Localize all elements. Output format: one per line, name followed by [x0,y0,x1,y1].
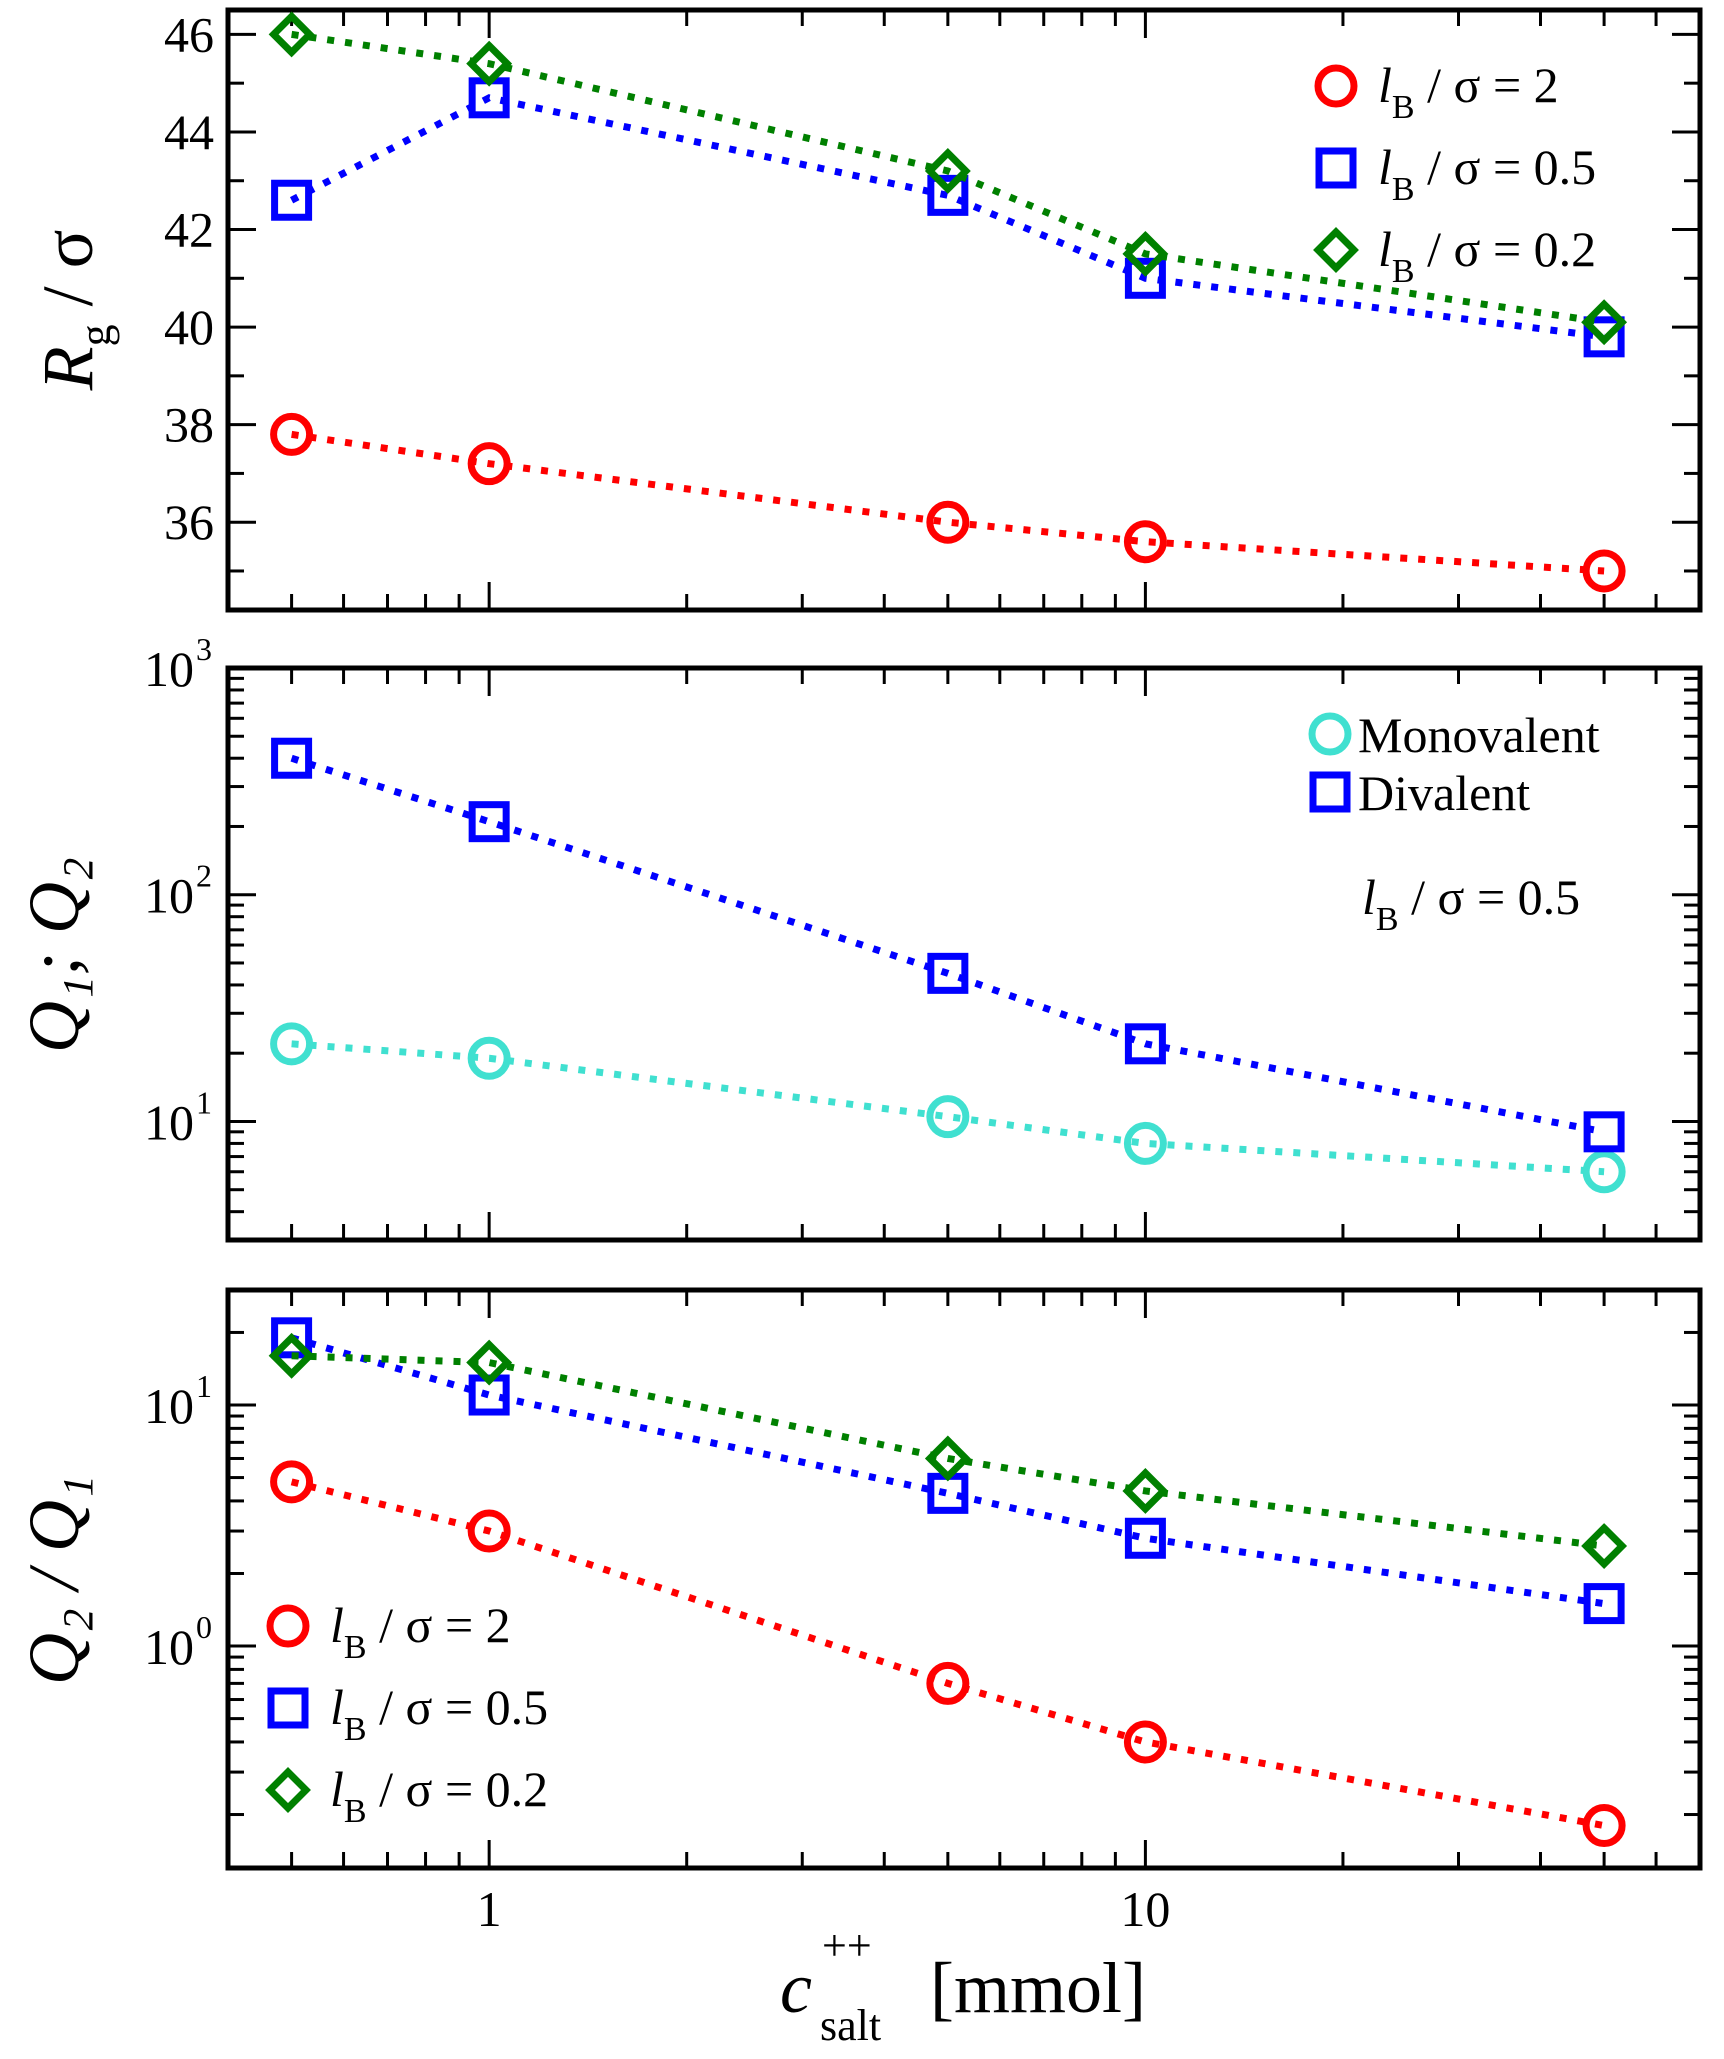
data-point [924,1435,971,1482]
data-point [271,179,313,221]
data-point [268,1332,315,1379]
data-point [1583,1111,1625,1153]
y-tick-label: 36 [164,494,214,550]
legend-marker [1308,712,1352,756]
y-tick-label: 40 [164,299,214,355]
y-tick-label: 10 [144,641,194,697]
x-axis-label-superscript: ++ [822,1921,872,1970]
y-tick-label: 42 [164,202,214,258]
legend-label: lB / σ = 0.5 [330,1679,548,1748]
data-point [468,801,510,843]
plot-frame [225,665,1703,1243]
series-line-1 [290,754,1605,1136]
legend-label: lB / σ = 2 [1378,57,1559,126]
legend-marker [267,1687,309,1729]
y-tick-exponent: 0 [196,1609,212,1645]
data-point [1583,316,1625,358]
x-axis-label-subscript: salt [820,2001,881,2050]
y-tick-label: 44 [164,104,214,160]
data-point [1581,299,1628,346]
data-point [926,1095,970,1139]
data-point [467,442,511,486]
data-point [926,500,970,544]
data-point [1582,1150,1626,1194]
y-tick-exponent: 3 [196,631,212,667]
legend-label: Divalent [1358,765,1530,821]
data-point [466,1339,513,1386]
legend-label: lB / σ = 0.5 [1378,139,1596,208]
data-point [270,412,314,456]
y-tick-exponent: 1 [196,1368,212,1404]
data-point [467,1036,511,1080]
y-tick-exponent: 2 [196,858,212,894]
data-point [1124,1517,1166,1559]
data-point [270,1460,314,1504]
y-tick-label: 10 [144,1094,194,1150]
series-line-1 [289,94,1605,341]
data-point [924,148,971,194]
data-point [270,1022,314,1066]
series-line-0 [290,1478,1605,1829]
legend-label: lB / σ = 0.2 [1378,221,1596,290]
plot-frame [225,1287,1703,1871]
data-point [1122,1467,1169,1514]
x-tick-label: 1 [477,1881,502,1937]
data-point [1124,257,1166,299]
data-point [1123,1720,1167,1764]
legend-label: lB / σ = 0.2 [330,1761,548,1830]
y-tick-exponent: 1 [196,1084,212,1120]
x-tick-label: 10 [1120,1881,1170,1937]
plot-frame [225,7,1703,613]
data-point [926,1661,970,1705]
y-tick-label: 10 [144,1619,194,1675]
legend-marker [1315,147,1357,189]
y-tick-label: 38 [164,397,214,453]
legend-marker [1313,227,1359,273]
y-axis-label-rg: Rg / σ [28,230,120,392]
x-axis-label-unit: [mmol] [930,1948,1146,2028]
y-axis-label-q2q1: Q₂ / Q₁ [14,1475,94,1685]
data-point [1581,1523,1628,1569]
legend-marker [1314,64,1358,108]
data-point [927,952,969,994]
data-point [467,1509,511,1553]
data-point [1583,1583,1625,1625]
data-point [466,40,513,87]
series-line-0 [291,430,1605,575]
annotation-label: lB / σ = 0.5 [1362,869,1580,938]
series-line-2 [291,1352,1605,1550]
y-tick-label: 10 [144,1378,194,1434]
panel-rg: 36 38 40 42 44 46 lB / σ = 2 lB / σ = 0.5 lB / σ… [164,6,1703,613]
y-axis-label-q1q2: Q₁; Q₂ [14,857,94,1053]
series-line-0 [291,1040,1605,1176]
data-point [271,1317,313,1359]
legend-marker [266,1604,310,1648]
x-axis-label: c [780,1948,812,2028]
legend-label: Monovalent [1358,707,1600,763]
data-point [1582,1804,1626,1848]
data-point [1582,549,1626,593]
data-point [927,174,969,216]
legend-marker [1309,771,1351,813]
legend-label: lB / σ = 2 [330,1597,511,1666]
data-point [1122,230,1169,277]
y-tick-label: 10 [144,868,194,924]
data-point [1124,1023,1166,1065]
data-point [271,737,313,779]
data-point [1123,1121,1167,1165]
data-point [1123,520,1167,564]
series-line-1 [290,1334,1605,1608]
series-line-2 [291,30,1605,326]
legend-marker [265,1767,311,1813]
data-point [268,11,315,58]
y-tick-label: 46 [164,6,214,62]
